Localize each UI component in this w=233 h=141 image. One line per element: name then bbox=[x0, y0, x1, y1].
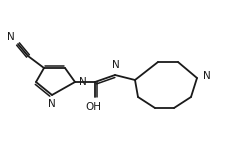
Text: N: N bbox=[112, 60, 120, 70]
Text: N: N bbox=[48, 99, 56, 109]
Text: OH: OH bbox=[85, 102, 101, 112]
Text: N: N bbox=[203, 71, 211, 81]
Text: N: N bbox=[7, 32, 15, 42]
Text: N: N bbox=[79, 77, 87, 87]
